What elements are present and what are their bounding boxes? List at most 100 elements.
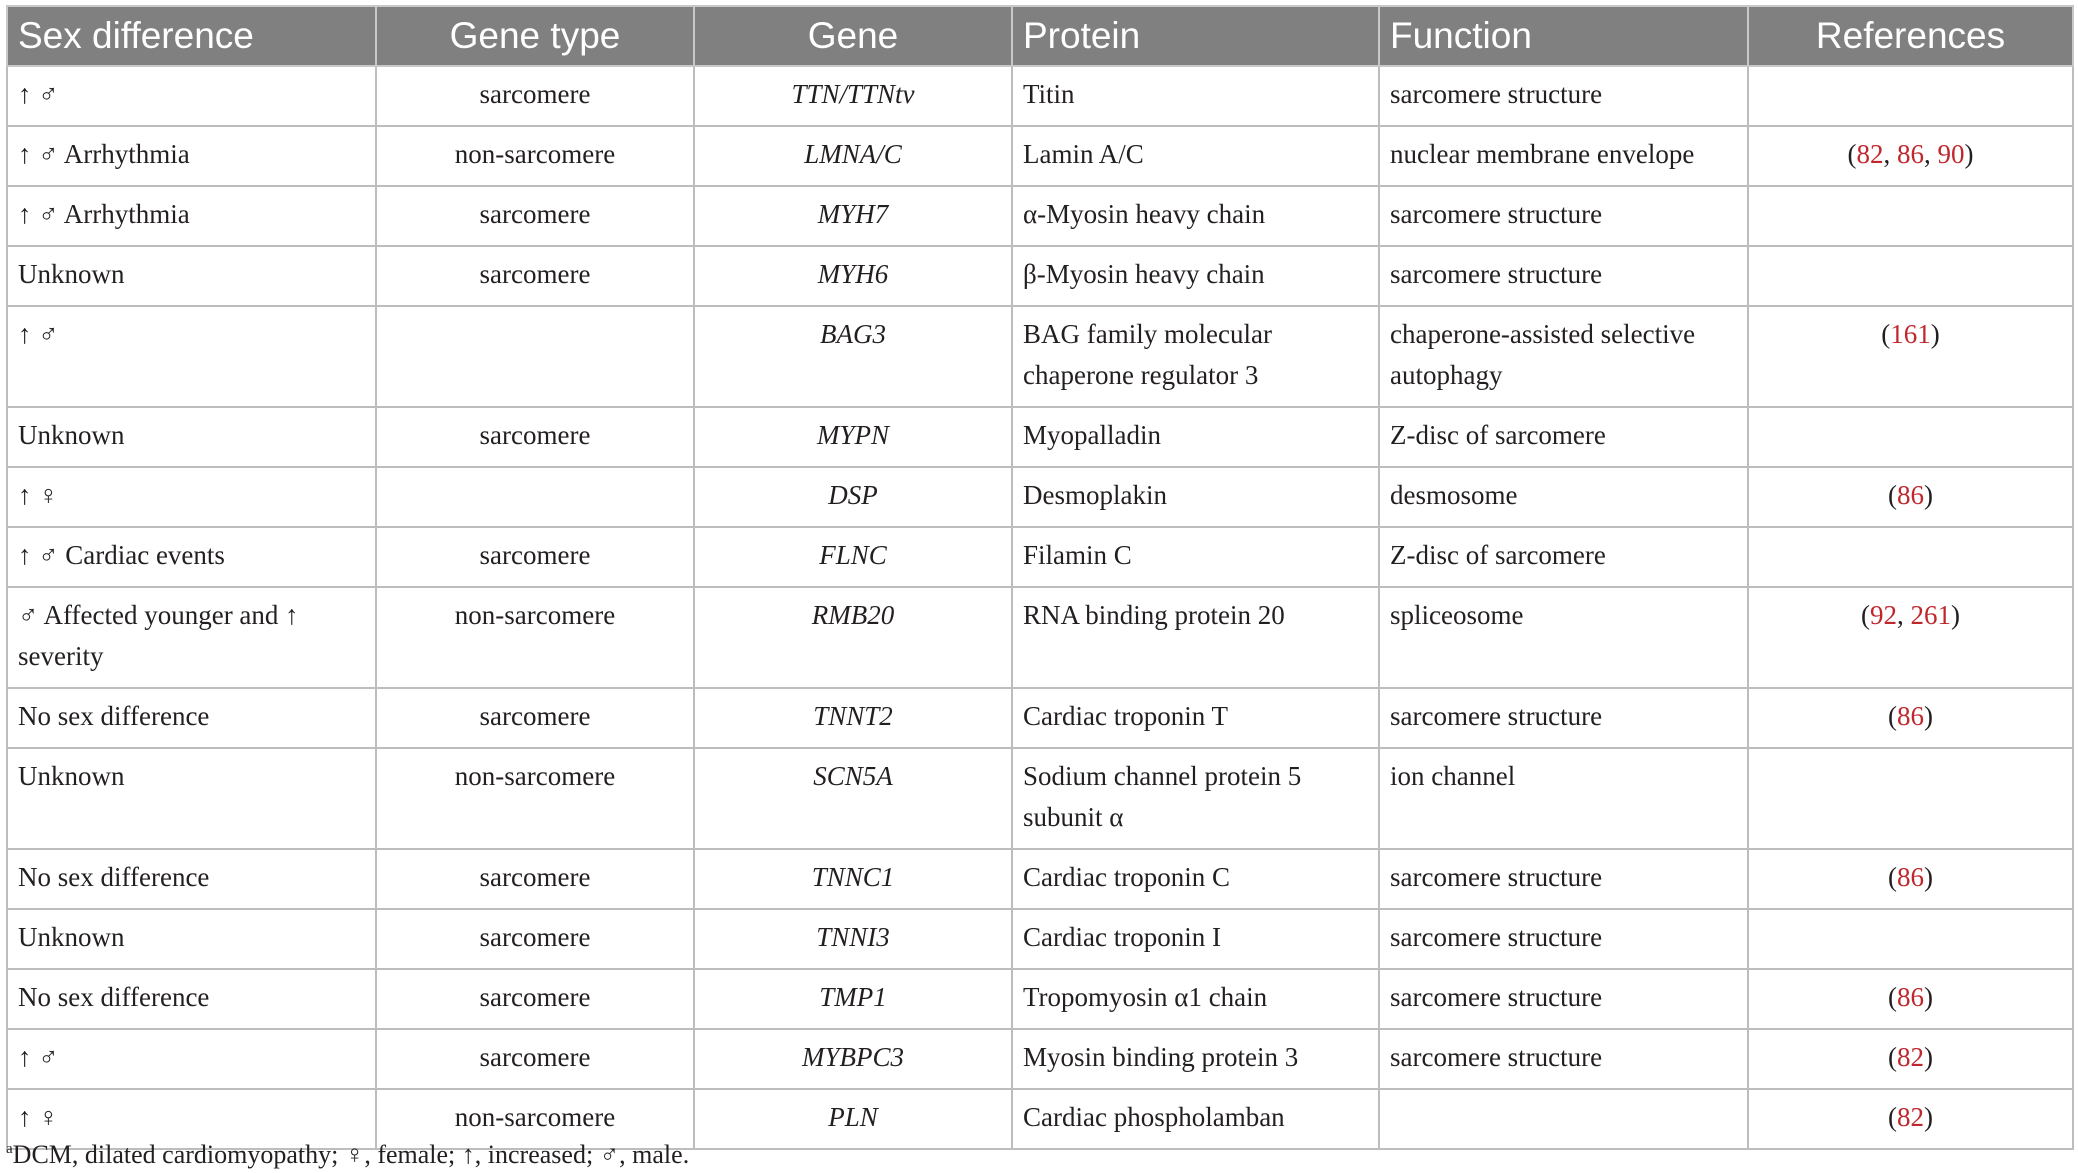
header-function: Function bbox=[1378, 5, 1749, 67]
table-row: ↑ ♂ BAG3 BAG family molecular chaperone re… bbox=[6, 305, 2074, 408]
cell-sex-difference: ↑ ♂ Arrhythmia bbox=[6, 185, 377, 247]
cell-gene-type: sarcomere bbox=[375, 1028, 695, 1090]
cell-protein: BAG family molecular chaperone regulator… bbox=[1011, 305, 1380, 408]
cell-references: (86) bbox=[1747, 466, 2074, 528]
reference-link[interactable]: 261 bbox=[1910, 600, 1952, 630]
cell-gene-type bbox=[375, 305, 695, 408]
cell-gene-type: sarcomere bbox=[375, 526, 695, 588]
cell-gene: FLNC bbox=[693, 526, 1013, 588]
cell-gene-type: non-sarcomere bbox=[375, 586, 695, 689]
table-row: Unknown sarcomere MYPN Myopalladin Z-disc of… bbox=[6, 406, 2074, 468]
cell-gene-type: sarcomere bbox=[375, 687, 695, 749]
table-row: ♂ Affected younger and ↑ severity non-sar… bbox=[6, 586, 2074, 689]
cell-protein: Myosin binding protein 3 bbox=[1011, 1028, 1380, 1090]
cell-gene-type: sarcomere bbox=[375, 908, 695, 970]
cell-protein: Tropomyosin α1 chain bbox=[1011, 968, 1380, 1030]
cell-gene-type bbox=[375, 466, 695, 528]
cell-gene: TMP1 bbox=[693, 968, 1013, 1030]
table-row: ↑ ♂ Arrhythmia non-sarcomere LMNA/C Lamin A… bbox=[6, 125, 2074, 187]
table-row: No sex difference sarcomere TNNC1 Cardiac t… bbox=[6, 848, 2074, 910]
cell-function: sarcomere structure bbox=[1378, 848, 1749, 910]
cell-references: (86) bbox=[1747, 968, 2074, 1030]
header-references: References bbox=[1747, 5, 2074, 67]
reference-link[interactable]: 90 bbox=[1937, 139, 1965, 169]
cell-references: (161) bbox=[1747, 305, 2074, 408]
table-row: ↑ ♂ Cardiac events sarcomere FLNC Filamin C… bbox=[6, 526, 2074, 588]
cell-function: spliceosome bbox=[1378, 586, 1749, 689]
reference-link[interactable]: 92 bbox=[1870, 600, 1897, 630]
cell-references: (86) bbox=[1747, 848, 2074, 910]
cell-gene-type: sarcomere bbox=[375, 848, 695, 910]
cell-protein: β-Myosin heavy chain bbox=[1011, 245, 1380, 307]
cell-function: sarcomere structure bbox=[1378, 968, 1749, 1030]
cell-sex-difference: Unknown bbox=[6, 908, 377, 970]
cell-references bbox=[1747, 245, 2074, 307]
cell-function: desmosome bbox=[1378, 466, 1749, 528]
footnote-text: DCM, dilated cardiomyopathy; ♀, female; … bbox=[12, 1140, 690, 1169]
cell-protein: α-Myosin heavy chain bbox=[1011, 185, 1380, 247]
cell-gene: TNNT2 bbox=[693, 687, 1013, 749]
header-gene: Gene bbox=[693, 5, 1013, 67]
cell-protein: Filamin C bbox=[1011, 526, 1380, 588]
cell-sex-difference: ♂ Affected younger and ↑ severity bbox=[6, 586, 377, 689]
cell-references bbox=[1747, 908, 2074, 970]
gene-sex-difference-table: Sex difference Gene type Gene Protein Fu… bbox=[6, 5, 2074, 1150]
reference-link[interactable]: 82 bbox=[1856, 139, 1884, 169]
cell-protein: RNA binding protein 20 bbox=[1011, 586, 1380, 689]
cell-protein: Lamin A/C bbox=[1011, 125, 1380, 187]
cell-references: (82, 86, 90) bbox=[1747, 125, 2074, 187]
cell-gene-type: non-sarcomere bbox=[375, 747, 695, 850]
cell-protein: Cardiac phospholamban bbox=[1011, 1088, 1380, 1150]
cell-sex-difference: ↑ ♀ bbox=[6, 1088, 377, 1150]
cell-function: ion channel bbox=[1378, 747, 1749, 850]
cell-function: sarcomere structure bbox=[1378, 185, 1749, 247]
reference-link[interactable]: 82 bbox=[1897, 1042, 1924, 1072]
cell-function: Z-disc of sarcomere bbox=[1378, 526, 1749, 588]
cell-gene-type: sarcomere bbox=[375, 968, 695, 1030]
cell-function: chaperone-assisted selective autophagy bbox=[1378, 305, 1749, 408]
table-header-row: Sex difference Gene type Gene Protein Fu… bbox=[6, 5, 2074, 67]
cell-gene: MYH7 bbox=[693, 185, 1013, 247]
cell-gene: SCN5A bbox=[693, 747, 1013, 850]
cell-references bbox=[1747, 526, 2074, 588]
cell-references: (82) bbox=[1747, 1028, 2074, 1090]
header-protein: Protein bbox=[1011, 5, 1380, 67]
table-row: ↑ ♂ sarcomere MYBPC3 Myosin binding protein… bbox=[6, 1028, 2074, 1090]
cell-sex-difference: ↑ ♂ bbox=[6, 65, 377, 127]
table-row: ↑ ♀ DSP Desmoplakin desmosome (86) bbox=[6, 466, 2074, 528]
cell-gene: TNNC1 bbox=[693, 848, 1013, 910]
cell-sex-difference: Unknown bbox=[6, 747, 377, 850]
table-row: Unknown non-sarcomere SCN5A Sodium channel … bbox=[6, 747, 2074, 850]
cell-sex-difference: No sex difference bbox=[6, 687, 377, 749]
table-body: ↑ ♂ sarcomere TTN/TTNtv Titin sarcomere stru… bbox=[6, 65, 2074, 1150]
cell-sex-difference: No sex difference bbox=[6, 848, 377, 910]
cell-gene: BAG3 bbox=[693, 305, 1013, 408]
cell-protein: Desmoplakin bbox=[1011, 466, 1380, 528]
footnote-marker: a bbox=[6, 1141, 13, 1157]
reference-link[interactable]: 82 bbox=[1897, 1102, 1924, 1132]
cell-gene: DSP bbox=[693, 466, 1013, 528]
cell-gene: TTN/TTNtv bbox=[693, 65, 1013, 127]
reference-link[interactable]: 86 bbox=[1897, 982, 1924, 1012]
cell-gene-type: sarcomere bbox=[375, 65, 695, 127]
cell-protein: Cardiac troponin C bbox=[1011, 848, 1380, 910]
reference-link[interactable]: 86 bbox=[1897, 139, 1924, 169]
cell-function: sarcomere structure bbox=[1378, 245, 1749, 307]
cell-references bbox=[1747, 65, 2074, 127]
table-footnote: aDCM, dilated cardiomyopathy; ♀, female;… bbox=[6, 1134, 689, 1170]
cell-function bbox=[1378, 1088, 1749, 1150]
cell-gene: MYH6 bbox=[693, 245, 1013, 307]
reference-link[interactable]: 86 bbox=[1897, 480, 1924, 510]
reference-link[interactable]: 86 bbox=[1897, 862, 1924, 892]
cell-sex-difference: ↑ ♀ bbox=[6, 466, 377, 528]
cell-protein: Cardiac troponin I bbox=[1011, 908, 1380, 970]
table-row: ↑ ♂ Arrhythmia sarcomere MYH7 α-Myosin heav… bbox=[6, 185, 2074, 247]
cell-sex-difference: No sex difference bbox=[6, 968, 377, 1030]
cell-sex-difference: ↑ ♂ Arrhythmia bbox=[6, 125, 377, 187]
reference-link[interactable]: 86 bbox=[1897, 701, 1924, 731]
reference-link[interactable]: 161 bbox=[1890, 319, 1931, 349]
cell-gene-type: non-sarcomere bbox=[375, 1088, 695, 1150]
cell-references: (82) bbox=[1747, 1088, 2074, 1150]
cell-sex-difference: Unknown bbox=[6, 406, 377, 468]
